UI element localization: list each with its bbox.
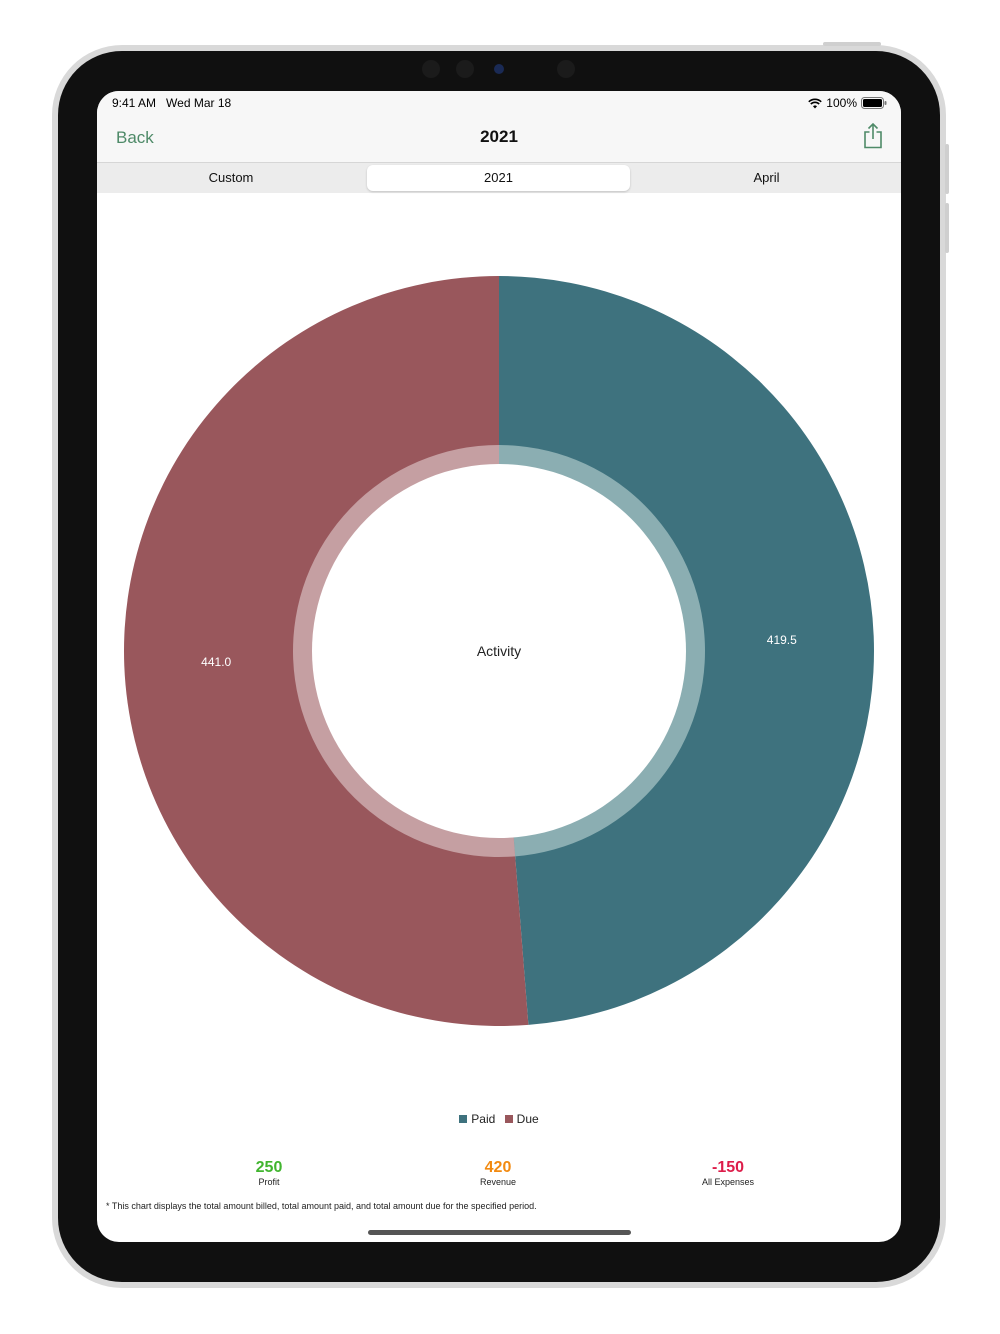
- battery-percent: 100%: [826, 96, 857, 110]
- chart-center-label: Activity: [477, 643, 521, 659]
- stat-revenue: 420 Revenue: [418, 1159, 578, 1187]
- activity-donut-chart: Activity 419.5 441.0: [123, 276, 874, 1026]
- screen: 9:41 AM Wed Mar 18 100% Back 2021: [97, 91, 901, 1242]
- chart-legend: Paid Due: [97, 1112, 901, 1126]
- sensor-icon: [456, 60, 474, 78]
- volume-up-button: [945, 144, 949, 194]
- segment-custom[interactable]: Custom: [208, 170, 254, 185]
- slice-label-due: 441.0: [201, 655, 231, 669]
- segment-april[interactable]: April: [753, 170, 780, 185]
- stat-expenses-label: All Expenses: [701, 1177, 755, 1187]
- legend-item-paid: Paid: [459, 1112, 498, 1126]
- stat-expenses-value: -150: [711, 1159, 745, 1176]
- battery-icon: [861, 97, 887, 109]
- legend-item-due: Due: [504, 1112, 539, 1126]
- period-segmented-control: Custom 2021 April: [97, 163, 901, 193]
- legend-label-due: Due: [516, 1112, 539, 1126]
- share-icon[interactable]: [863, 123, 883, 149]
- page-title: 2021: [480, 127, 518, 146]
- status-time-text: 9:41 AM: [112, 96, 157, 110]
- status-right: 100%: [808, 96, 887, 110]
- chart-center-hole: [312, 464, 686, 838]
- status-bar: 9:41 AM Wed Mar 18 100%: [97, 91, 901, 113]
- chart-footnote: * This chart displays the total amount b…: [106, 1201, 537, 1211]
- status-time: 9:41 AM Wed Mar 18: [112, 96, 231, 110]
- stat-revenue-label: Revenue: [479, 1177, 517, 1187]
- camera-icon: [494, 64, 504, 74]
- legend-swatch-paid: [459, 1115, 468, 1123]
- legend-label-paid: Paid: [471, 1112, 496, 1126]
- volume-down-button: [945, 203, 949, 253]
- home-indicator[interactable]: [368, 1230, 631, 1235]
- segment-2021[interactable]: 2021: [367, 165, 630, 191]
- stat-profit-value: 250: [255, 1159, 283, 1176]
- stat-revenue-value: 420: [484, 1159, 512, 1176]
- status-date-text: Wed Mar 18: [166, 96, 232, 110]
- stat-profit-label: Profit: [258, 1177, 280, 1187]
- sensor-icon: [557, 60, 575, 78]
- top-button: [823, 42, 881, 46]
- navigation-bar: Back 2021: [97, 113, 901, 163]
- slice-label-paid: 419.5: [767, 633, 797, 647]
- back-button[interactable]: Back: [116, 128, 154, 147]
- stat-expenses: -150 All Expenses: [648, 1159, 808, 1187]
- sensor-icon: [422, 60, 440, 78]
- legend-swatch-due: [504, 1115, 513, 1123]
- stat-profit: 250 Profit: [189, 1159, 349, 1187]
- wifi-icon: [808, 98, 823, 108]
